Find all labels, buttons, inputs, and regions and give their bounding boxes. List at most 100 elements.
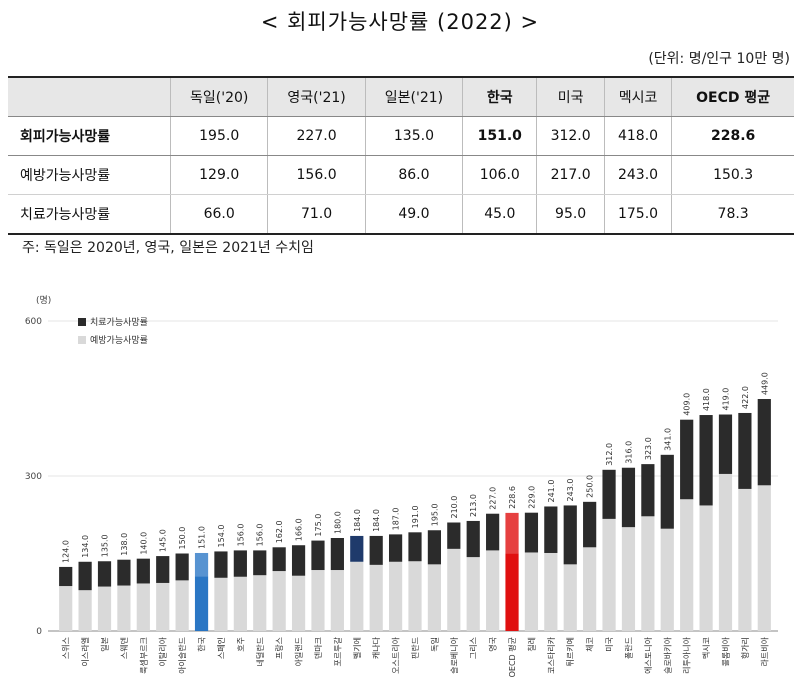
category-label: 벨기에 (352, 637, 362, 659)
category-label: 핀란드 (410, 637, 420, 659)
bar-preventable (505, 553, 519, 631)
total-value-label: 124.0 (62, 540, 71, 563)
bar-preventable (272, 571, 286, 631)
table-header-cell: 미국 (536, 76, 605, 117)
category-label: 아일랜드 (294, 637, 304, 666)
bar-preventable (117, 585, 131, 631)
bar-treatable (563, 505, 577, 565)
table-header-cell: 멕시코 (603, 76, 672, 117)
category-label: 이탈리아 (158, 636, 168, 666)
bar-preventable (447, 548, 461, 631)
bar-preventable (136, 583, 150, 631)
total-value-label: 210.0 (450, 496, 459, 519)
table-header-cell: 일본('21) (364, 76, 463, 117)
legend-label: 치료가능사망률 (90, 316, 148, 328)
bar-preventable (641, 516, 655, 631)
bar-treatable (583, 501, 597, 548)
category-label: 라트비아 (759, 636, 769, 666)
unit-label: (단위: 명/인구 10만 명) (648, 51, 790, 67)
total-value-label: 140.0 (139, 532, 148, 555)
bar-treatable (156, 556, 170, 583)
bar-treatable (602, 469, 616, 519)
table-cell: 228.6 (671, 116, 794, 156)
bar-treatable (175, 553, 189, 581)
total-value-label: 323.0 (644, 437, 653, 460)
bar-treatable (718, 414, 733, 474)
row-label: 회피가능사망률 (8, 116, 171, 156)
bar-preventable (427, 564, 442, 631)
bar-treatable (486, 513, 500, 551)
table-header-cell: 한국 (462, 76, 537, 117)
total-value-label: 175.0 (314, 514, 323, 537)
bar-treatable (524, 512, 539, 553)
bar-preventable (466, 557, 480, 631)
legend-swatch (78, 336, 86, 344)
total-value-label: 151.0 (198, 526, 207, 549)
category-label: 스페인 (216, 637, 226, 659)
table-cell: 71.0 (267, 194, 366, 235)
bar-treatable (757, 399, 771, 486)
total-value-label: 184.0 (353, 509, 362, 532)
bar-treatable (253, 550, 267, 576)
legend-label: 예방가능사망률 (90, 335, 148, 346)
page-title: < 회피가능사망률 (2022) > (260, 10, 540, 34)
y-tick-label: 600 (25, 317, 42, 327)
bar-treatable (330, 538, 344, 571)
category-label: 덴마크 (314, 637, 323, 659)
bar-preventable (291, 575, 306, 631)
table-cell: 227.0 (267, 116, 366, 156)
table-header-cell: OECD 평균 (671, 76, 794, 117)
bar-treatable (641, 464, 655, 517)
bar-preventable (97, 586, 112, 631)
bar-treatable (447, 522, 461, 549)
category-label: 멕시코 (701, 637, 711, 659)
table-cell: 66.0 (169, 194, 268, 235)
table-cell: 312.0 (536, 116, 605, 156)
bar-treatable (117, 559, 131, 586)
bar-preventable (311, 570, 325, 631)
bar-treatable (621, 467, 636, 528)
legend-swatch (78, 318, 86, 326)
footnote: 주: 독일은 2020년, 영국, 일본은 2021년 수치임 (22, 240, 314, 256)
category-label: 슬로바키아 (662, 636, 672, 673)
total-value-label: 138.0 (120, 533, 129, 556)
table-cell: 129.0 (169, 155, 268, 195)
total-value-label: 449.0 (760, 372, 769, 395)
row-label: 예방가능사망률 (8, 155, 171, 195)
bar-preventable (388, 561, 403, 631)
category-label: 스웨덴 (119, 637, 129, 659)
table-cell: 195.0 (169, 116, 268, 156)
total-value-label: 162.0 (275, 520, 284, 543)
category-label: 칠레 (527, 637, 536, 652)
bar-preventable (175, 580, 189, 631)
total-value-label: 228.6 (508, 486, 517, 509)
bar-preventable (156, 582, 170, 631)
table-header-cell: 영국('21) (267, 76, 366, 117)
total-value-label: 180.0 (333, 511, 342, 534)
bar-preventable (602, 518, 616, 631)
table-cell: 243.0 (603, 155, 672, 195)
category-label: 콜롬비아 (720, 636, 730, 666)
bar-preventable (253, 575, 267, 631)
y-tick-label: 300 (25, 472, 42, 482)
bar-treatable (194, 552, 209, 577)
table-cell: 175.0 (603, 194, 672, 235)
total-value-label: 145.0 (159, 529, 168, 552)
total-value-label: 150.0 (178, 527, 187, 550)
category-label: 이스라엘 (80, 637, 90, 666)
table-header-cell: 독일('20) (169, 76, 268, 117)
total-value-label: 213.0 (469, 494, 478, 517)
total-value-label: 409.0 (683, 393, 692, 416)
total-value-label: 312.0 (605, 443, 614, 466)
total-value-label: 187.0 (392, 507, 401, 530)
total-value-label: 241.0 (547, 480, 556, 503)
total-value-label: 316.0 (624, 441, 633, 464)
total-value-label: 229.0 (527, 486, 536, 509)
bar-preventable (233, 576, 247, 631)
bar-preventable (544, 552, 558, 631)
total-value-label: 184.0 (372, 509, 381, 532)
bar-preventable (369, 564, 383, 631)
category-label: 영국 (488, 637, 498, 652)
total-value-label: 156.0 (256, 523, 265, 546)
